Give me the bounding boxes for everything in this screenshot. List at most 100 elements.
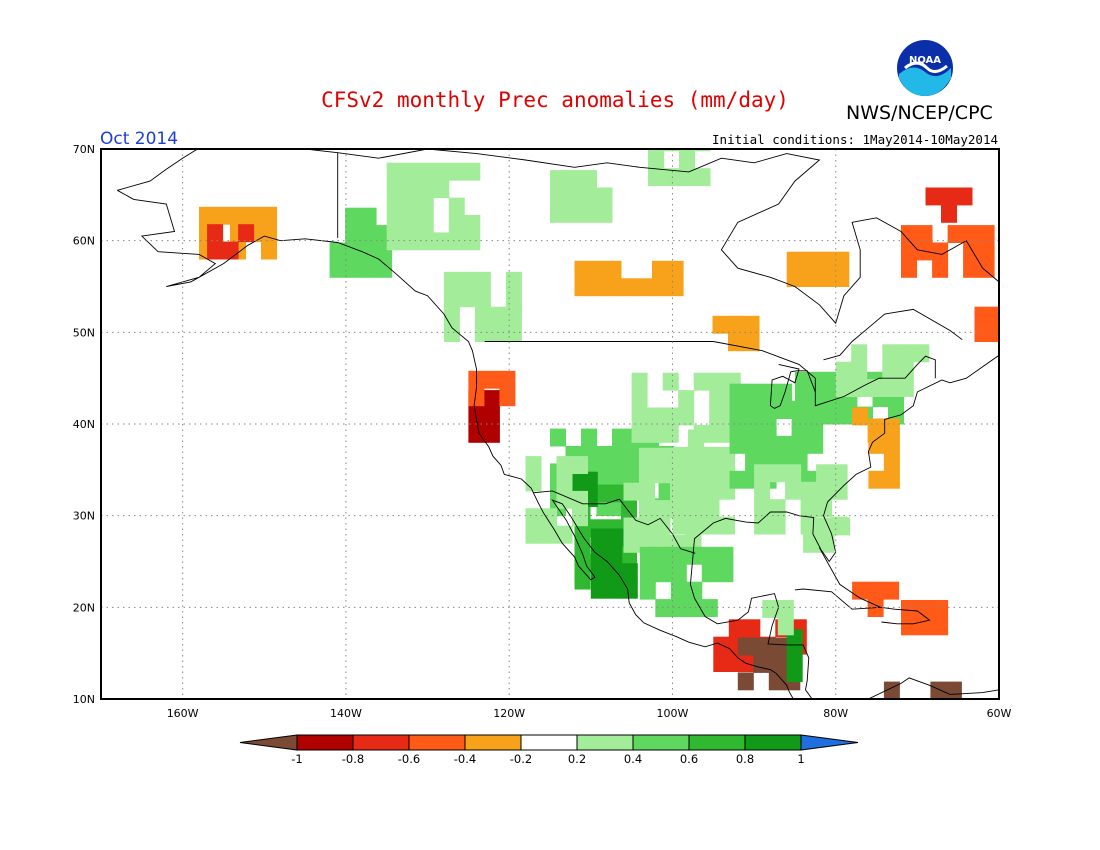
anomaly-cell	[897, 361, 914, 380]
anomaly-cell	[556, 490, 573, 509]
anomaly-cell	[785, 481, 802, 500]
anomaly-cell	[448, 162, 465, 181]
anomaly-cell	[402, 180, 419, 199]
anomaly-cell	[590, 580, 607, 599]
anomaly-cell	[703, 481, 720, 500]
anomaly-cell	[786, 646, 803, 665]
anomaly-cell	[729, 470, 746, 489]
anomaly-cell	[345, 259, 362, 278]
anomaly-cell	[768, 637, 785, 656]
anomaly-cell	[744, 619, 761, 638]
anomaly-cell	[768, 672, 785, 691]
anomaly-cell	[974, 324, 991, 342]
anomaly-cell	[596, 187, 613, 206]
border-us-mexico	[532, 490, 696, 554]
anomaly-cell	[945, 681, 962, 699]
anomaly-cell	[448, 215, 465, 233]
latitude-labels: 70N 60N 50N 40N 30N 20N 10N	[73, 143, 95, 706]
anomaly-cell	[867, 424, 884, 443]
anomaly-cell	[728, 315, 744, 334]
anomaly-cell	[230, 206, 246, 225]
anomaly-cell	[663, 149, 680, 152]
anomaly-cell	[729, 401, 746, 419]
anomaly-cell	[550, 204, 566, 223]
anomaly-cell	[360, 207, 377, 226]
anomaly-cell	[816, 464, 833, 483]
anomaly-cell	[639, 546, 656, 565]
anomaly-cell	[754, 499, 771, 518]
anomaly-cell	[261, 206, 277, 225]
anomaly-cell	[490, 306, 507, 325]
anomaly-cell	[655, 546, 672, 565]
anomaly-cell	[360, 242, 377, 261]
anomaly-cell	[776, 435, 793, 454]
anomaly-cell	[386, 180, 403, 199]
anomaly-cell	[882, 361, 899, 380]
colorbar-label: -0.6	[398, 752, 420, 766]
lon-label: 80W	[823, 707, 848, 720]
anomaly-cell	[459, 289, 476, 308]
anomaly-cell	[605, 484, 622, 503]
anomaly-cell	[883, 470, 900, 489]
anomaly-cell	[925, 187, 942, 206]
noaa-logo-text: NOAA	[909, 55, 941, 66]
anomaly-cell	[402, 232, 419, 251]
initial-conditions: Initial conditions: 1May2014-10May2014	[712, 132, 998, 147]
anomaly-cell	[717, 564, 734, 583]
anomaly-cell	[596, 446, 613, 464]
colorbar-label: 0.4	[624, 752, 642, 766]
anomaly-cell	[222, 241, 239, 260]
colorbar-segment	[576, 734, 634, 751]
anomaly-cell	[978, 242, 995, 261]
anomaly-cell	[867, 581, 884, 600]
anomaly-cell	[525, 508, 542, 527]
anomaly-cell	[686, 581, 703, 600]
anomaly-cell	[785, 464, 802, 483]
anomaly-cell	[417, 180, 434, 199]
anomaly-cell	[817, 251, 834, 270]
anomaly-cell	[678, 390, 695, 408]
lon-label: 100W	[657, 707, 689, 720]
anomaly-cell	[433, 232, 450, 251]
anomaly-cell	[737, 672, 754, 691]
anomaly-cell	[207, 241, 224, 260]
anomaly-cell	[693, 424, 710, 443]
anomaly-cell	[329, 259, 346, 278]
anomaly-cell	[443, 306, 460, 325]
lon-label: 160W	[167, 707, 199, 720]
anomaly-cell	[974, 306, 991, 325]
anomaly-cell	[810, 371, 827, 390]
anomaly-cell	[729, 435, 746, 454]
anomaly-cell	[728, 654, 745, 672]
anomaly-cell	[776, 383, 793, 402]
anomaly-cell	[572, 490, 588, 509]
anomaly-cell	[834, 517, 851, 536]
map-frame	[100, 148, 1000, 700]
anomaly-cell	[574, 260, 591, 279]
anomaly-cell	[883, 435, 900, 454]
anomaly-cell	[794, 389, 811, 408]
anomaly-cell	[360, 259, 377, 278]
anomaly-cell	[831, 464, 848, 483]
anomaly-cell	[654, 447, 671, 466]
anomaly-cell	[631, 372, 648, 391]
anomaly-cell	[932, 600, 949, 618]
anomaly-cell	[963, 259, 980, 278]
anomaly-cell	[606, 563, 623, 582]
graticule	[101, 149, 999, 699]
anomaly-cell	[654, 500, 671, 518]
anomaly-cell	[678, 407, 695, 426]
colorbar-label: 0.8	[736, 752, 754, 766]
anomaly-cell	[800, 499, 817, 518]
anomaly-cell	[639, 581, 656, 600]
anomaly-cell	[464, 215, 481, 233]
anomaly-cell	[550, 187, 566, 206]
colorbar-label: -0.4	[454, 752, 476, 766]
anomaly-cell	[688, 446, 704, 465]
anomaly-cell	[679, 168, 695, 187]
anomaly-cell	[662, 372, 679, 391]
colorbar-segment	[464, 734, 522, 751]
anomaly-cell	[851, 344, 868, 363]
colorbar-label: 0.6	[680, 752, 698, 766]
